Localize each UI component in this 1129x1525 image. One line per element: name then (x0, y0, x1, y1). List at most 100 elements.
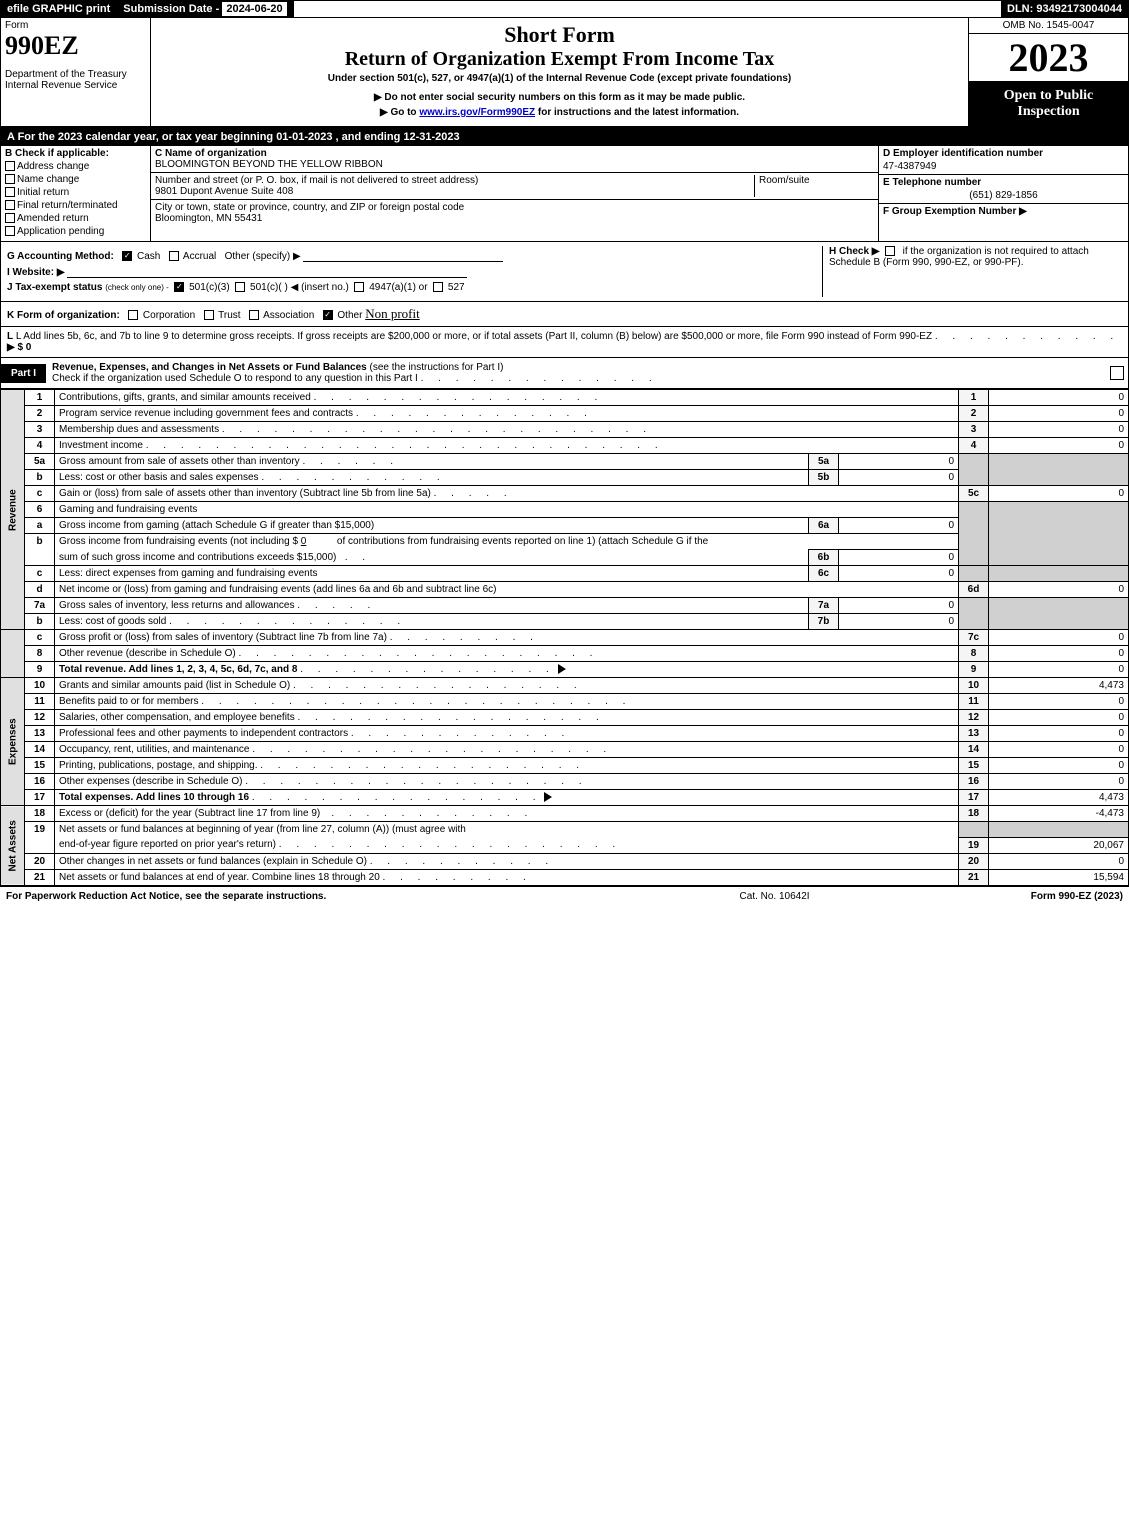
checkbox-checked-icon[interactable] (174, 282, 184, 292)
header-center: Short Form Return of Organization Exempt… (151, 18, 968, 126)
table-row: 13Professional fees and other payments t… (1, 726, 1129, 742)
table-row: cGross profit or (loss) from sales of in… (1, 630, 1129, 646)
checkbox-icon[interactable] (885, 246, 895, 256)
section-b: B Check if applicable: Address change Na… (1, 146, 151, 241)
ssn-warning: ▶ Do not enter social security numbers o… (155, 92, 964, 103)
table-row: cLess: direct expenses from gaming and f… (1, 566, 1129, 582)
arrow-right-icon (544, 792, 552, 802)
checkbox-icon[interactable] (5, 213, 15, 223)
table-row: 11Benefits paid to or for members . . . … (1, 694, 1129, 710)
chk-initial-return: Initial return (5, 187, 146, 198)
street-label: Number and street (or P. O. box, if mail… (155, 175, 754, 186)
irs-link[interactable]: www.irs.gov/Form990EZ (419, 107, 535, 118)
table-row: 9Total revenue. Add lines 1, 2, 3, 4, 5c… (1, 662, 1129, 678)
form-subtitle: Under section 501(c), 527, or 4947(a)(1)… (155, 73, 964, 84)
table-row: 2Program service revenue including gover… (1, 406, 1129, 422)
checkbox-icon[interactable] (5, 226, 15, 236)
line-i: I Website: ▶ (7, 266, 816, 278)
line-k: K Form of organization: Corporation Trus… (0, 302, 1129, 327)
form-reference: Form 990-EZ (2023) (1031, 891, 1123, 902)
form-title: Return of Organization Exempt From Incom… (155, 48, 964, 71)
checkbox-icon[interactable] (249, 310, 259, 320)
netassets-side-label: Net Assets (1, 806, 25, 886)
org-name-label: C Name of organization (155, 148, 874, 159)
table-row: 21Net assets or fund balances at end of … (1, 869, 1129, 885)
revenue-table: Revenue 1Contributions, gifts, grants, a… (0, 389, 1129, 886)
form-header: Form 990EZ Department of the Treasury In… (0, 18, 1129, 128)
table-row: end-of-year figure reported on prior yea… (1, 837, 1129, 853)
chk-amended-return: Amended return (5, 213, 146, 224)
part1-header: Part I Revenue, Expenses, and Changes in… (0, 358, 1129, 389)
line-l: L L Add lines 5b, 6c, and 7b to line 9 t… (0, 327, 1129, 358)
page-footer: For Paperwork Reduction Act Notice, see … (0, 886, 1129, 906)
line-h: H Check ▶ if the organization is not req… (822, 246, 1122, 297)
section-d: D Employer identification number 47-4387… (878, 146, 1128, 241)
checkbox-icon[interactable] (204, 310, 214, 320)
top-spacer (294, 7, 1001, 11)
checkbox-icon[interactable] (5, 200, 15, 210)
catalog-number: Cat. No. 10642I (518, 891, 1030, 902)
section-c: C Name of organization BLOOMINGTON BEYON… (151, 146, 878, 241)
part1-label: Part I (1, 364, 46, 383)
short-form-title: Short Form (155, 22, 964, 48)
table-row: Expenses 10Grants and similar amounts pa… (1, 678, 1129, 694)
checkbox-icon[interactable] (433, 282, 443, 292)
omb-number: OMB No. 1545-0047 (969, 18, 1128, 34)
org-name: BLOOMINGTON BEYOND THE YELLOW RIBBON (155, 159, 874, 170)
table-row: 20Other changes in net assets or fund ba… (1, 853, 1129, 869)
checkbox-icon[interactable] (5, 161, 15, 171)
table-row: cGain or (loss) from sale of assets othe… (1, 486, 1129, 502)
ein-value: 47-4387949 (883, 161, 1124, 172)
part1-desc: Revenue, Expenses, and Changes in Net As… (46, 358, 1110, 388)
line-g: G Accounting Method: Cash Accrual Other … (7, 250, 816, 262)
checkbox-icon[interactable] (235, 282, 245, 292)
form-number: 990EZ (5, 31, 146, 61)
checkbox-icon[interactable] (5, 187, 15, 197)
chk-final-return: Final return/terminated (5, 200, 146, 211)
department-label: Department of the Treasury Internal Reve… (5, 69, 146, 91)
phone-label: E Telephone number (883, 177, 1124, 188)
website-field[interactable] (67, 266, 467, 278)
table-row: 5aGross amount from sale of assets other… (1, 454, 1129, 470)
table-row: 15Printing, publications, postage, and s… (1, 758, 1129, 774)
top-bar: efile GRAPHIC print Submission Date - 20… (0, 0, 1129, 18)
other-specify-field[interactable] (303, 250, 503, 262)
meta-block: G Accounting Method: Cash Accrual Other … (0, 242, 1129, 302)
table-row: 19Net assets or fund balances at beginni… (1, 822, 1129, 838)
open-inspection-badge: Open to Public Inspection (969, 82, 1128, 126)
form-label: Form (5, 20, 146, 31)
checkbox-checked-icon[interactable] (122, 251, 132, 261)
table-row: Revenue 1Contributions, gifts, grants, a… (1, 390, 1129, 406)
table-row: 7aGross sales of inventory, less returns… (1, 598, 1129, 614)
dln-label: DLN: 93492173004044 (1001, 1, 1128, 17)
revenue-side-label: Revenue (1, 390, 25, 630)
expenses-side-label: Expenses (1, 678, 25, 806)
checkbox-icon[interactable] (128, 310, 138, 320)
table-row: 3Membership dues and assessments . . . .… (1, 422, 1129, 438)
checkbox-icon[interactable] (169, 251, 179, 261)
instructions-link-row: ▶ Go to www.irs.gov/Form990EZ for instru… (155, 107, 964, 118)
city-label: City or town, state or province, country… (155, 202, 874, 213)
room-suite-label: Room/suite (754, 175, 874, 197)
city-value: Bloomington, MN 55431 (155, 213, 874, 224)
arrow-right-icon (558, 664, 566, 674)
schedule-o-checkbox[interactable] (1110, 366, 1124, 380)
table-row: 14Occupancy, rent, utilities, and mainte… (1, 742, 1129, 758)
line-a: A For the 2023 calendar year, or tax yea… (0, 128, 1129, 146)
checkbox-icon[interactable] (354, 282, 364, 292)
checkbox-icon[interactable] (5, 174, 15, 184)
table-row: Net Assets 18Excess or (deficit) for the… (1, 806, 1129, 822)
header-left: Form 990EZ Department of the Treasury In… (1, 18, 151, 126)
org-info-block: B Check if applicable: Address change Na… (0, 146, 1129, 242)
efile-label: efile GRAPHIC print (1, 1, 117, 17)
table-row: 16Other expenses (describe in Schedule O… (1, 774, 1129, 790)
other-org-type: Non profit (365, 306, 420, 321)
street-value: 9801 Dupont Avenue Suite 408 (155, 186, 754, 197)
phone-value: (651) 829-1856 (883, 190, 1124, 201)
table-row: dNet income or (loss) from gaming and fu… (1, 582, 1129, 598)
checkbox-checked-icon[interactable] (323, 310, 333, 320)
chk-application-pending: Application pending (5, 226, 146, 237)
paperwork-notice: For Paperwork Reduction Act Notice, see … (6, 891, 518, 902)
table-row: 17Total expenses. Add lines 10 through 1… (1, 790, 1129, 806)
chk-name-change: Name change (5, 174, 146, 185)
